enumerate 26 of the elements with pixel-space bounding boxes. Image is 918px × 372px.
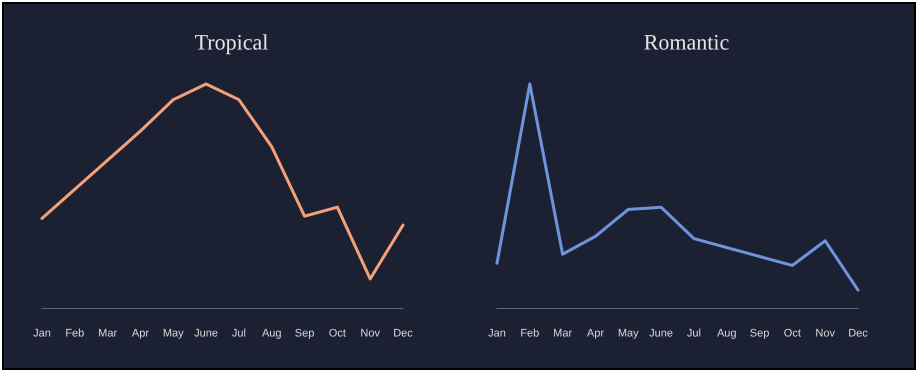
chart-title: Romantic [644,30,730,54]
x-tick-label: Jul [686,328,701,340]
x-tick-label: May [618,328,640,340]
x-tick-label: June [194,328,218,340]
x-tick-label: Apr [132,328,150,340]
x-tick-label: Apr [586,328,604,340]
x-tick-label: Dec [848,328,868,340]
x-tick-label: Aug [716,328,737,340]
x-tick-label: Aug [262,328,282,340]
x-tick-label: Feb [65,328,84,340]
x-tick-label: Feb [520,328,540,340]
chart-title: Tropical [194,30,268,54]
x-tick-label: Mar [98,328,118,340]
x-tick-label: Oct [784,328,801,340]
x-tick-label: Mar [553,328,572,340]
x-tick-label: June [649,328,674,340]
x-tick-label: Sep [750,328,770,340]
x-tick-label: Jan [33,328,51,340]
x-tick-label: Nov [815,328,836,340]
x-tick-label: Sep [294,328,314,340]
x-tick-label: Dec [393,328,414,340]
x-tick-label: May [162,328,184,340]
x-tick-label: Nov [360,328,380,340]
x-tick-label: Oct [328,328,346,340]
x-tick-label: Jan [488,328,506,340]
x-tick-label: Jul [232,328,246,340]
